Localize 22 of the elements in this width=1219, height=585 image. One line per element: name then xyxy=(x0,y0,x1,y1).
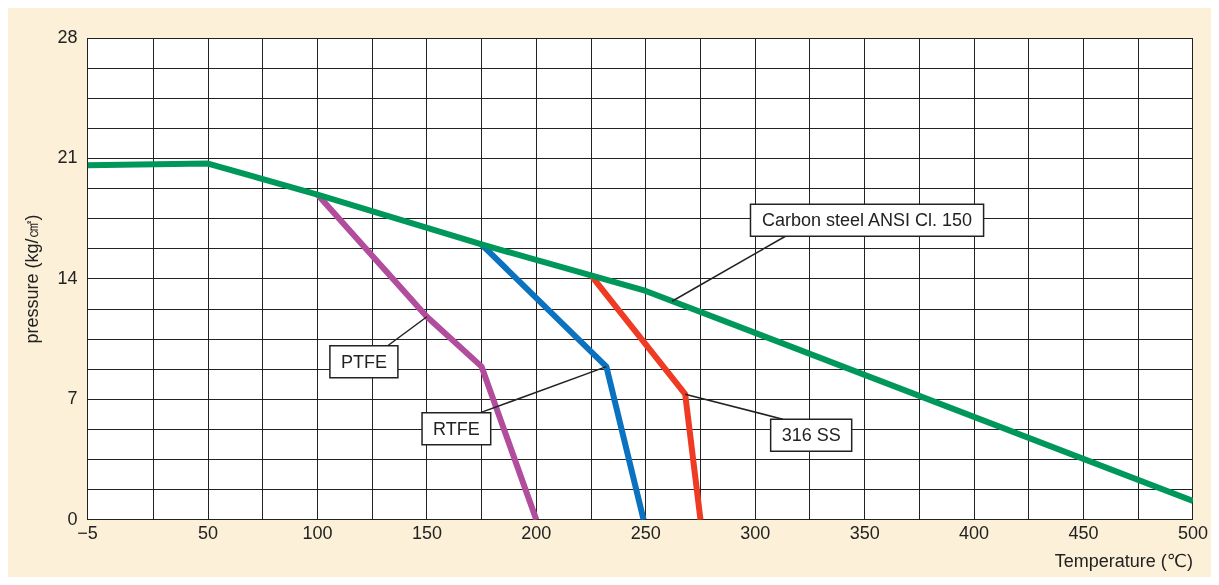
x-tick-label: −5 xyxy=(77,522,98,543)
x-tick-label: 200 xyxy=(521,522,552,543)
x-tick-label: 50 xyxy=(197,522,219,543)
y-tick-label: 0 xyxy=(67,508,78,529)
y-tick-label: 28 xyxy=(57,26,78,47)
y-tick-label: 7 xyxy=(67,388,78,409)
annotation: RTFE xyxy=(433,418,480,439)
x-tick-label: 300 xyxy=(740,522,771,543)
x-axis-title: Temperature (℃) xyxy=(1054,551,1193,572)
x-tick-label: 100 xyxy=(302,522,333,543)
y-axis-title: pressure (kg/㎠) xyxy=(21,214,42,344)
annotation: Carbon steel ANSI Cl. 150 xyxy=(761,210,973,231)
y-tick-label: 21 xyxy=(57,147,78,168)
y-tick-label: 14 xyxy=(57,267,78,288)
x-tick-label: 350 xyxy=(849,522,880,543)
annotation: 316 SS xyxy=(781,425,841,446)
x-tick-label: 150 xyxy=(411,522,442,543)
x-tick-label: 450 xyxy=(1068,522,1099,543)
x-tick-label: 250 xyxy=(630,522,661,543)
x-tick-label: 500 xyxy=(1177,522,1209,543)
annotation: PTFE xyxy=(340,351,387,372)
x-tick-label: 400 xyxy=(959,522,990,543)
